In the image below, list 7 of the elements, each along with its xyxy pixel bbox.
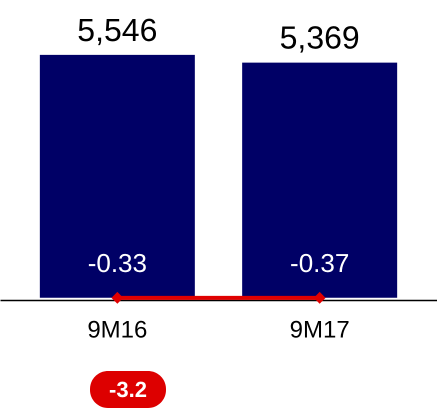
data-label: 5,546	[77, 12, 158, 48]
text: -3.2	[109, 377, 147, 402]
x-tick-label: 9M17	[290, 316, 350, 344]
x-tick-label: 9M16	[87, 316, 148, 344]
data-label: -0.33	[88, 248, 147, 278]
data-label: -0.37	[290, 248, 350, 278]
data-label: 5,369	[280, 20, 360, 56]
